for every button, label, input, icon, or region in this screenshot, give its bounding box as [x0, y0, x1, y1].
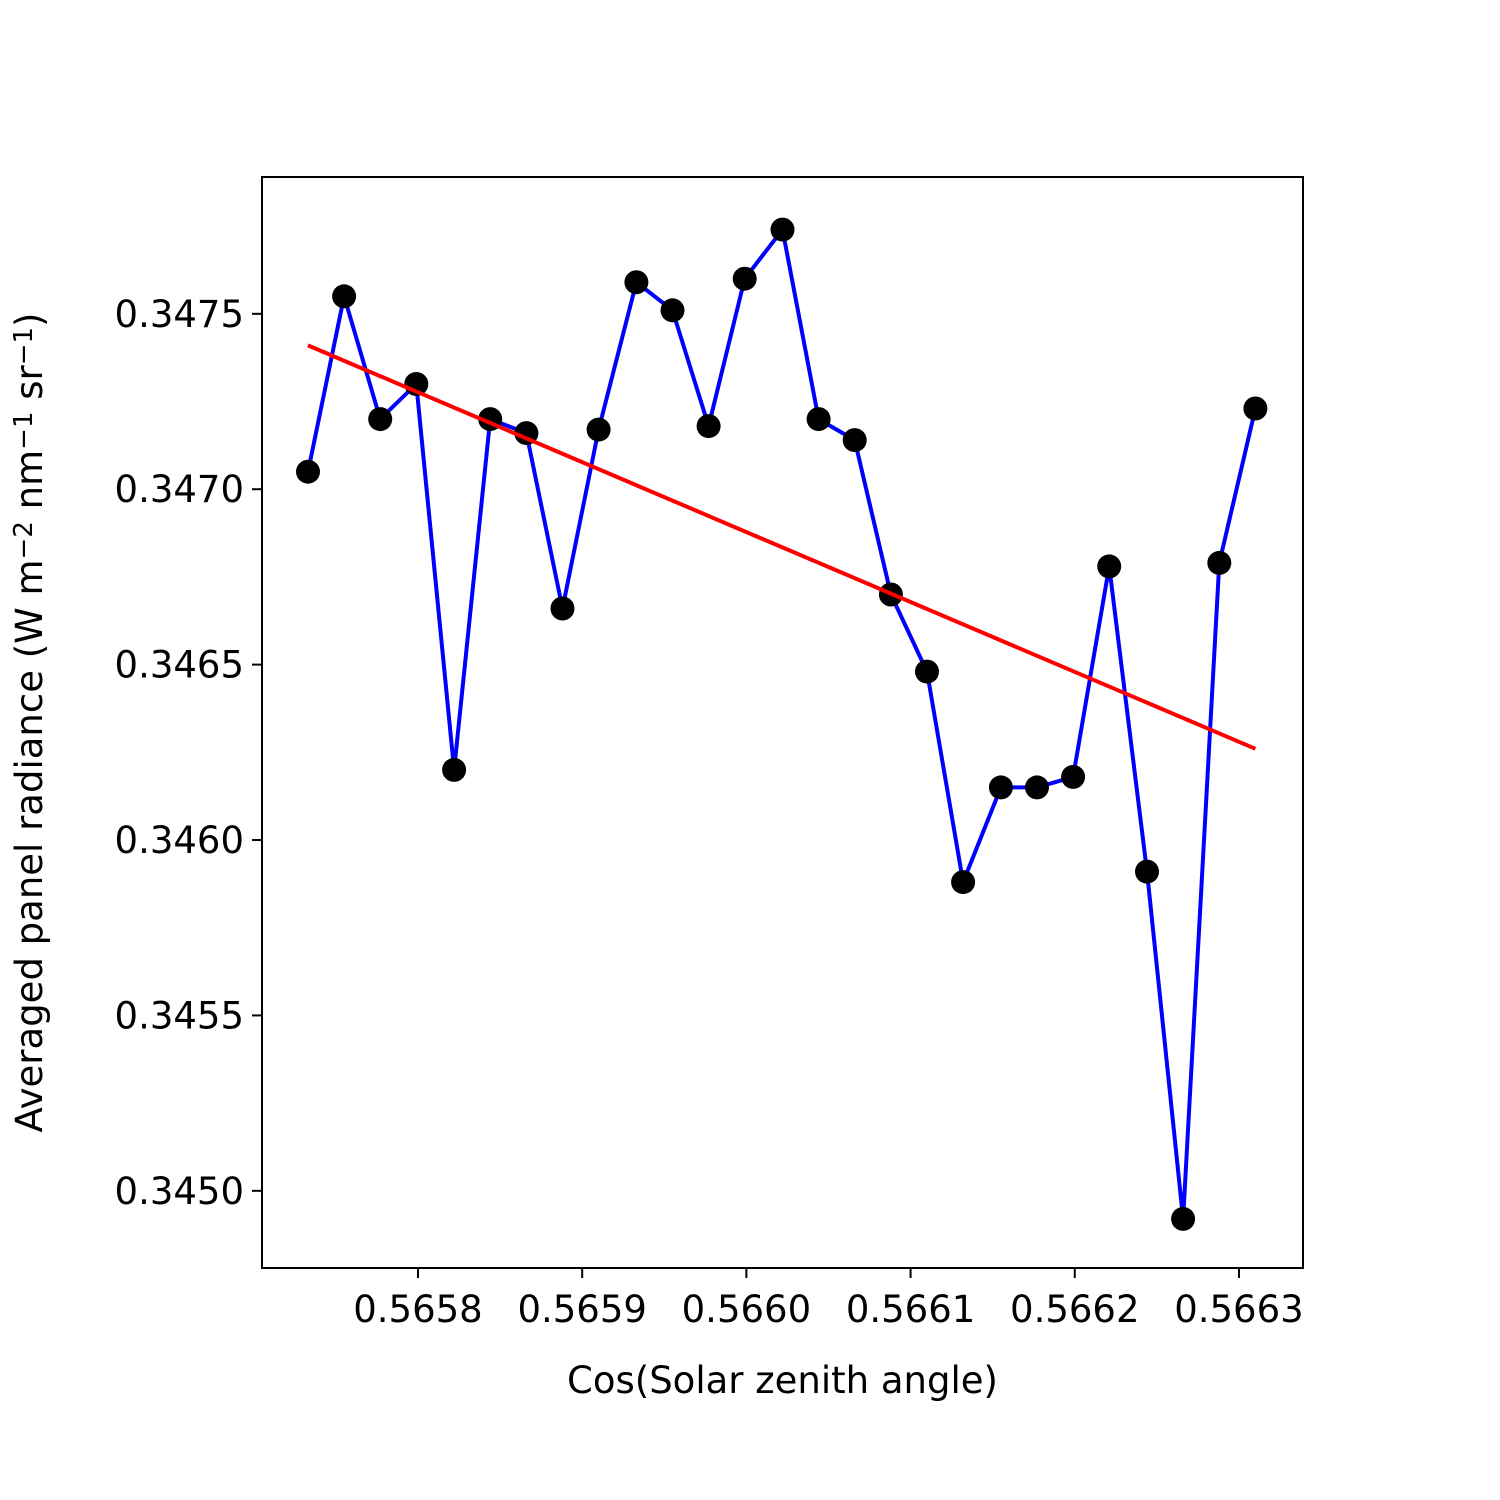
y-axis: 0.3450 0.3455 0.3460 0.3465 0.3470 0.3475 [115, 293, 262, 1213]
y-axis-title-part: sr [8, 364, 51, 411]
y-axis-title-exponent: −1 [9, 327, 39, 365]
y-axis-title-exponent: −1 [9, 412, 39, 450]
fit-line [307, 343, 1257, 751]
x-tick-label: 0.5661 [846, 1288, 975, 1331]
data-point [696, 414, 721, 439]
data-point [332, 284, 357, 309]
data-point [842, 428, 867, 453]
x-axis: 0.5658 0.5659 0.5660 0.5661 0.5662 0.5663 [353, 1268, 1304, 1331]
data-point [586, 417, 611, 442]
y-tick-label: 0.3470 [115, 468, 244, 511]
y-tick-label: 0.3460 [115, 819, 244, 862]
data-point [550, 596, 575, 621]
y-axis-title: Averaged panel radiance (W m−2 nm−1 sr−1… [8, 312, 51, 1132]
y-tick-label: 0.3455 [115, 994, 244, 1037]
data-point [1135, 859, 1159, 884]
x-tick-label: 0.5660 [682, 1288, 811, 1331]
y-tick-label: 0.3475 [115, 293, 244, 336]
y-axis-title-part: ) [8, 312, 51, 326]
data-point [1171, 1206, 1196, 1231]
data-point [915, 659, 939, 684]
x-tick-label: 0.5659 [517, 1288, 646, 1331]
y-axis-title-exponent: −2 [9, 521, 39, 559]
data-point [806, 407, 831, 432]
data-point [1243, 396, 1268, 421]
x-axis-title: Cos(Solar zenith angle) [567, 1359, 998, 1402]
y-tick-label: 0.3465 [115, 644, 244, 687]
y-axis-title-part: Averaged panel radiance (W m [8, 559, 51, 1132]
y-tick-label: 0.3450 [115, 1170, 244, 1213]
data-point [1097, 554, 1122, 579]
axes-frame [261, 176, 1304, 1269]
data-point [1061, 764, 1086, 789]
data-point [732, 266, 757, 291]
data-point [951, 870, 976, 895]
data-point [442, 757, 467, 782]
data-point [988, 775, 1013, 800]
data-point [368, 407, 393, 432]
plot-area [296, 217, 1268, 1231]
data-point [296, 459, 320, 484]
x-tick-label: 0.5658 [353, 1288, 482, 1331]
y-axis-title-part: nm [8, 450, 51, 521]
x-tick-label: 0.5663 [1174, 1288, 1303, 1331]
data-point [1207, 550, 1232, 575]
data-point [660, 298, 685, 323]
x-tick-label: 0.5662 [1010, 1288, 1139, 1331]
data-point [1025, 775, 1049, 800]
data-point [770, 217, 795, 242]
data-point [624, 270, 649, 295]
